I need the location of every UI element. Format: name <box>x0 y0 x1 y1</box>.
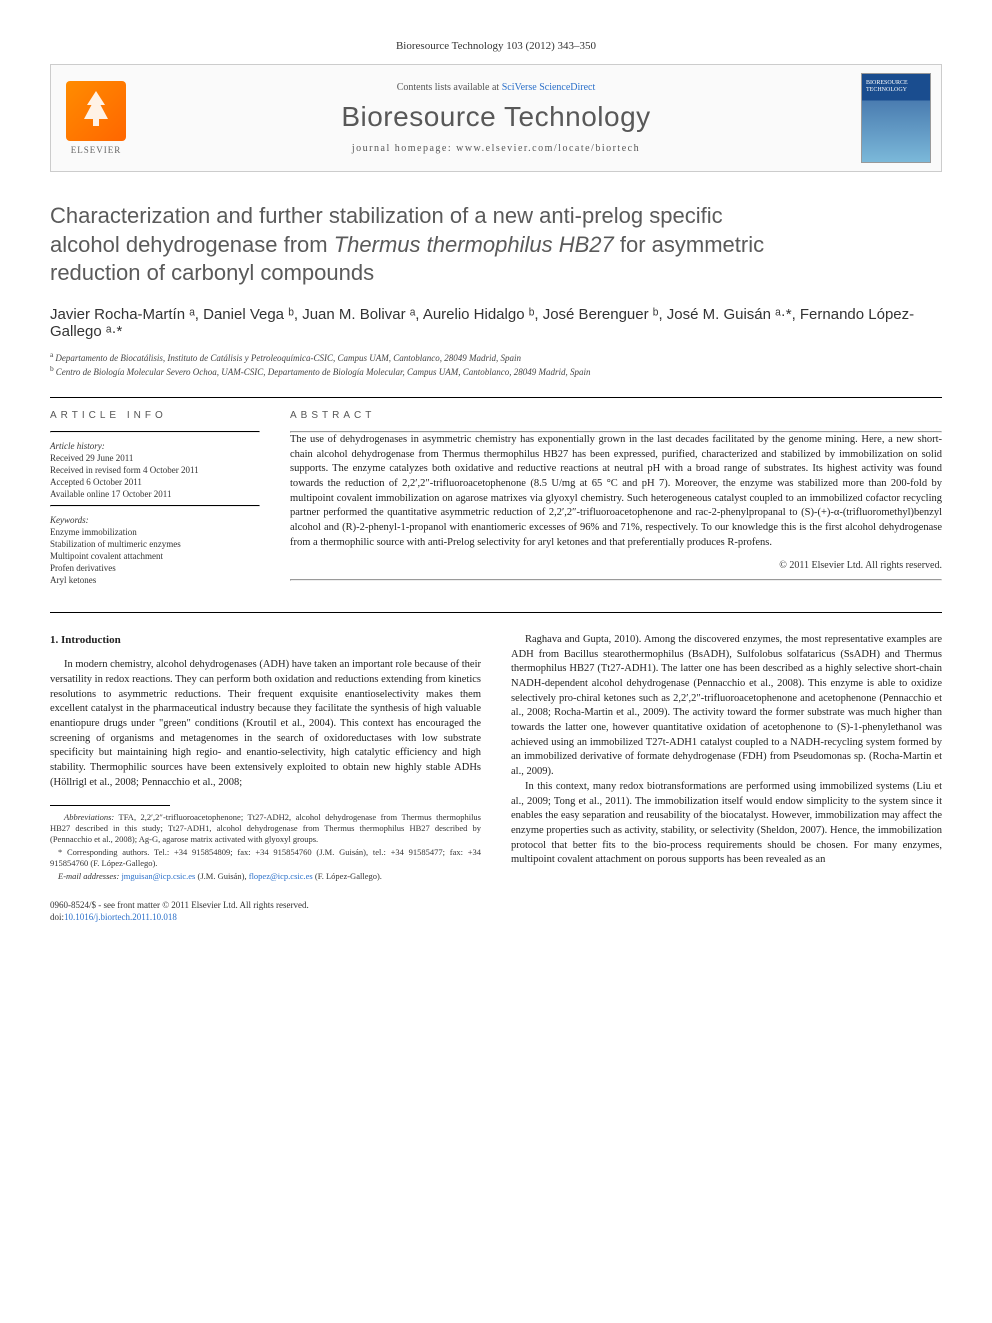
revised-date: Received in revised form 4 October 2011 <box>50 465 260 475</box>
doi-link[interactable]: 10.1016/j.biortech.2011.10.018 <box>64 912 177 922</box>
history-label: Article history: <box>50 441 105 451</box>
column-left: 1. Introduction In modern chemistry, alc… <box>50 633 481 923</box>
info-divider-1 <box>50 431 260 433</box>
homepage-url: www.elsevier.com/locate/biortech <box>456 143 640 154</box>
online-date: Available online 17 October 2011 <box>50 489 260 499</box>
affiliations: aDepartamento de Biocatálisis, Instituto… <box>50 350 942 379</box>
email-link-2[interactable]: flopez@icp.csic.es <box>249 871 313 881</box>
article-title: Characterization and further stabilizati… <box>50 202 942 288</box>
front-matter: 0960-8524/$ - see front matter © 2011 El… <box>50 900 481 923</box>
abbrev-label: Abbreviations: <box>64 812 114 822</box>
elsevier-logo-container: ELSEVIER <box>51 65 141 171</box>
accepted-date: Accepted 6 October 2011 <box>50 477 260 487</box>
journal-name: Bioresource Technology <box>151 101 841 133</box>
correspondence: * Corresponding authors. Tel.: +34 91585… <box>50 847 481 869</box>
authors-list: Javier Rocha-Martín ᵃ, Daniel Vega ᵇ, Ju… <box>50 306 942 340</box>
body-divider <box>50 612 942 613</box>
info-divider-2 <box>50 505 260 507</box>
homepage-prefix: journal homepage: <box>352 143 456 154</box>
intro-heading: 1. Introduction <box>50 633 481 648</box>
keyword-2: Stabilization of multimeric enzymes <box>50 539 260 549</box>
abstract-copyright: © 2011 Elsevier Ltd. All rights reserved… <box>290 560 942 571</box>
intro-paragraph-1: In modern chemistry, alcohol dehydrogena… <box>50 658 481 790</box>
title-line2-em: Thermus thermophilus HB27 <box>334 232 614 257</box>
journal-header-box: ELSEVIER Contents lists available at Sci… <box>50 64 942 172</box>
elsevier-tree-icon <box>66 81 126 141</box>
doi-label: doi: <box>50 912 64 922</box>
abbrev-text: TFA, 2,2′,2″-trifluoroacetophenone; Tt27… <box>50 812 481 844</box>
abstract-text: The use of dehydrogenases in asymmetric … <box>290 433 942 551</box>
keyword-1: Enzyme immobilization <box>50 527 260 537</box>
sciencedirect-link[interactable]: SciVerse ScienceDirect <box>502 82 596 93</box>
journal-homepage: journal homepage: www.elsevier.com/locat… <box>151 143 841 154</box>
keyword-5: Aryl ketones <box>50 575 260 585</box>
keyword-3: Multipoint covalent attachment <box>50 551 260 561</box>
article-info-heading: ARTICLE INFO <box>50 410 260 421</box>
footnotes-divider <box>50 805 170 806</box>
email-who-1: (J.M. Guisán), <box>195 871 248 881</box>
front-matter-text: 0960-8524/$ - see front matter © 2011 El… <box>50 900 309 910</box>
contents-line: Contents lists available at SciVerse Sci… <box>151 82 841 93</box>
intro-paragraph-3: In this context, many redox biotransform… <box>511 780 942 868</box>
abstract-divider-bottom <box>290 579 942 581</box>
email-link-1[interactable]: jmguisan@icp.csic.es <box>121 871 195 881</box>
intro-paragraph-2: Raghava and Gupta, 2010). Among the disc… <box>511 633 942 780</box>
journal-reference: Bioresource Technology 103 (2012) 343–35… <box>50 40 942 52</box>
column-right: Raghava and Gupta, 2010). Among the disc… <box>511 633 942 923</box>
keywords-label: Keywords: <box>50 515 89 525</box>
title-line2-post: for asymmetric <box>614 232 764 257</box>
body-columns: 1. Introduction In modern chemistry, alc… <box>50 633 942 923</box>
affiliation-b: Centro de Biología Molecular Severo Ocho… <box>56 367 591 377</box>
received-date: Received 29 June 2011 <box>50 453 260 463</box>
title-line3: reduction of carbonyl compounds <box>50 260 374 285</box>
title-line2-pre: alcohol dehydrogenase from <box>50 232 334 257</box>
email-who-2: (F. López-Gallego). <box>313 871 382 881</box>
contents-prefix: Contents lists available at <box>397 82 502 93</box>
article-info-column: ARTICLE INFO Article history: Received 2… <box>50 410 260 587</box>
keyword-4: Profen derivatives <box>50 563 260 573</box>
abstract-column: ABSTRACT The use of dehydrogenases in as… <box>290 410 942 587</box>
elsevier-label: ELSEVIER <box>71 145 122 155</box>
email-label: E-mail addresses: <box>58 871 119 881</box>
title-line1: Characterization and further stabilizati… <box>50 203 723 228</box>
footnotes: Abbreviations: TFA, 2,2′,2″-trifluoroace… <box>50 812 481 882</box>
affiliation-a: Departamento de Biocatálisis, Instituto … <box>55 353 521 363</box>
journal-cover-container <box>851 65 941 171</box>
abstract-heading: ABSTRACT <box>290 410 942 421</box>
journal-cover-thumbnail <box>861 73 931 163</box>
meta-row: ARTICLE INFO Article history: Received 2… <box>50 410 942 587</box>
header-center: Contents lists available at SciVerse Sci… <box>141 65 851 171</box>
section-divider <box>50 397 942 398</box>
